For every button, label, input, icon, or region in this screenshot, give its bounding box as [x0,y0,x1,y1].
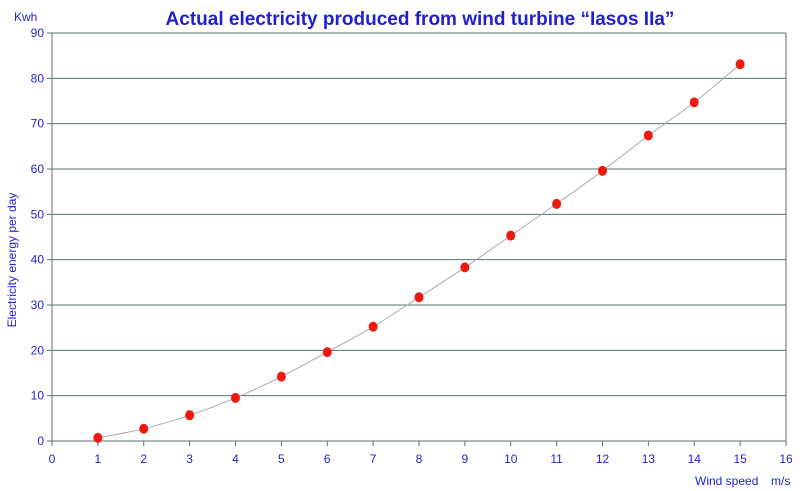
x-tick-label: 15 [733,452,747,466]
x-tick-label: 0 [49,452,56,466]
x-tick-label: 2 [140,452,147,466]
gridlines [52,32,786,397]
x-tick-label: 5 [278,452,285,466]
y-tick-label: 90 [31,26,45,40]
y-tick-label: 40 [31,253,45,267]
y-axis-label: Electricity energy per day [5,193,19,328]
x-tick-label: 3 [186,452,193,466]
data-point [735,59,745,70]
data-point [276,371,286,382]
data-point [231,392,240,403]
data-point [368,321,378,332]
x-tick-label: 4 [232,452,239,466]
x-axis-unit: m/s [771,474,790,488]
chart-title: Actual electricity produced from wind tu… [166,9,675,30]
y-tick-label: 60 [31,162,45,176]
y-tick-label: 30 [31,298,45,312]
x-tick-label: 14 [688,452,702,466]
trend-layer [97,63,741,439]
y-tick-label: 50 [31,207,45,221]
data-points [93,59,745,443]
y-axis-unit: Kwh [14,10,37,24]
y-tick-label: 10 [31,389,45,403]
y-tick-label: 80 [31,71,45,85]
data-point [460,262,470,273]
data-point [414,292,424,303]
y-tick-label: 20 [31,343,45,357]
trend-line [97,63,741,439]
x-tick-label: 7 [370,452,377,466]
axes [47,32,787,446]
data-point [93,432,103,443]
x-tick-label: 10 [504,452,518,466]
x-tick-label: 11 [550,452,563,466]
data-point [185,410,195,421]
x-tick-label: 6 [324,452,331,466]
data-point [506,230,516,241]
data-point [643,130,653,141]
x-tick-label: 1 [95,452,102,466]
x-tick-label: 13 [642,452,656,466]
x-tick-label: 12 [596,452,610,466]
data-point [552,198,562,209]
data-point [689,97,699,108]
data-point [139,423,149,434]
x-tick-label: 9 [462,452,469,466]
y-tick-label: 70 [31,117,45,131]
y-tick-label: 0 [37,434,44,448]
x-tick-label: 16 [779,452,793,466]
data-point [598,165,607,176]
x-tick-label: 8 [416,452,423,466]
x-axis-label: Wind speed [695,474,758,488]
data-point [322,347,332,358]
